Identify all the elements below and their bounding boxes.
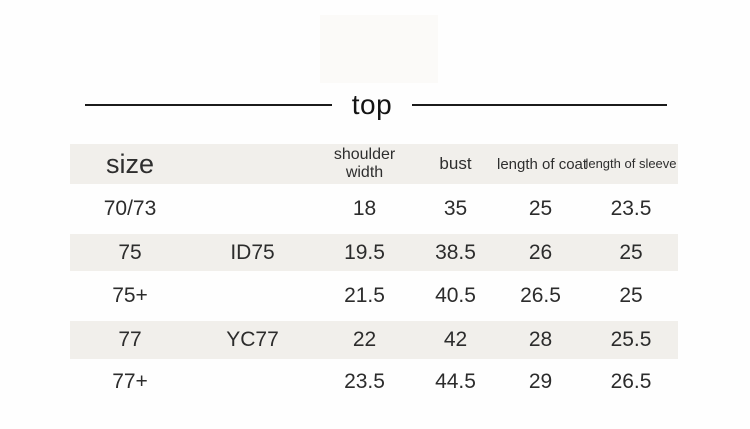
cell-code — [190, 359, 315, 405]
cell-length-of-sleeve: 26.5 — [610, 370, 652, 393]
table-row: 77+ 23.5 44.5 29 26.5 — [70, 359, 678, 405]
table-header-row: size shoulder width bust length of coat … — [70, 144, 678, 184]
cell-length-of-sleeve: 25 — [619, 284, 643, 307]
title-rule-left — [85, 104, 332, 106]
cell-length-of-sleeve: 23.5 — [610, 197, 652, 220]
column-header-code — [190, 144, 315, 184]
cell-size: 77 — [118, 328, 142, 351]
section-title: top — [351, 89, 393, 120]
column-header-length-of-coat: length of coat — [497, 155, 588, 173]
cell-code: ID75 — [230, 240, 275, 264]
cell-length-of-coat: 25 — [528, 197, 553, 220]
cell-bust: 35 — [443, 197, 468, 220]
cell-length-of-coat: 26 — [528, 240, 553, 264]
cell-length-of-coat: 28 — [528, 328, 553, 351]
cell-shoulder-width: 23.5 — [344, 370, 385, 393]
cell-size: 70/73 — [103, 197, 157, 220]
table-row: 77 YC77 22 42 28 25.5 — [70, 321, 678, 359]
cell-code: YC77 — [226, 328, 279, 351]
cell-shoulder-width: 18 — [352, 197, 377, 220]
cell-shoulder-width: 19.5 — [344, 240, 385, 264]
cell-shoulder-width: 21.5 — [344, 284, 385, 307]
title-rule-right — [412, 104, 667, 106]
cell-size: 75 — [118, 240, 142, 264]
cell-bust: 38.5 — [435, 240, 476, 264]
table-row: 75+ 21.5 40.5 26.5 25 — [70, 271, 678, 321]
product-image-remnant — [320, 15, 438, 83]
column-header-bust: bust — [439, 154, 472, 173]
cell-code — [190, 271, 315, 321]
cell-length-of-coat: 26.5 — [520, 284, 561, 307]
cell-size: 77+ — [112, 370, 148, 393]
cell-shoulder-width: 22 — [352, 328, 377, 351]
table-row: 75 ID75 19.5 38.5 26 25 — [70, 234, 678, 271]
size-chart-table: size shoulder width bust length of coat … — [70, 144, 678, 405]
column-header-shoulder-width: shoulder width — [333, 145, 396, 181]
cell-bust: 40.5 — [435, 284, 476, 307]
cell-bust: 44.5 — [435, 370, 476, 393]
column-header-length-of-sleeve: length of sleeve — [585, 155, 677, 171]
cell-bust: 42 — [443, 328, 468, 351]
cell-length-of-sleeve: 25.5 — [610, 328, 652, 351]
cell-code — [190, 184, 315, 234]
cell-length-of-sleeve: 25 — [619, 240, 643, 264]
cell-length-of-coat: 29 — [528, 370, 553, 393]
table-row: 70/73 18 35 25 23.5 — [70, 184, 678, 234]
column-header-size: size — [105, 148, 154, 179]
section-title-band: top — [85, 88, 667, 122]
cell-size: 75+ — [112, 284, 148, 307]
